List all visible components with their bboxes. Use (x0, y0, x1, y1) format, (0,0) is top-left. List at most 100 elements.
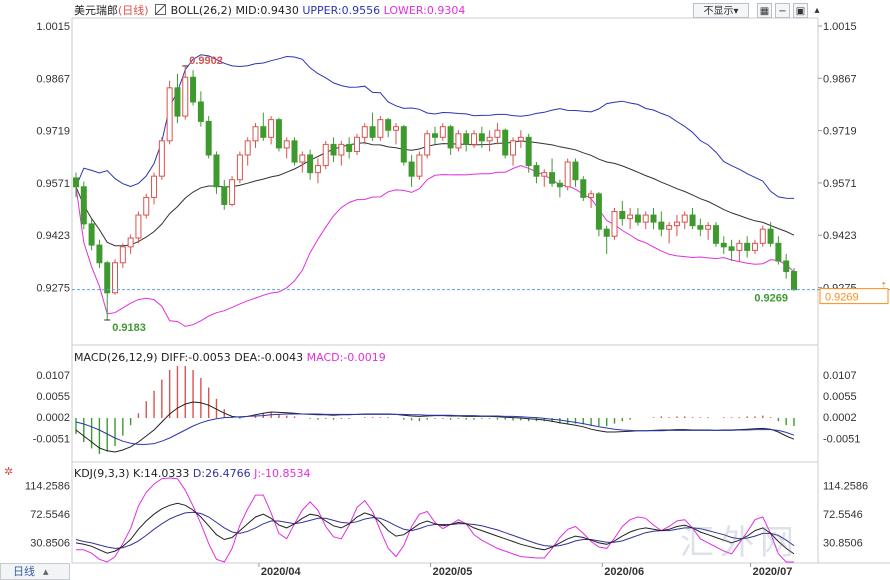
candle-body (190, 76, 197, 103)
annotations: 0.9269 ⇡ 0.9902 0.9183 0.9269 (72, 55, 890, 334)
macd-label: MACD(26,12,9) (74, 351, 158, 364)
kdj-j: J:-10.8534 (254, 467, 311, 480)
x-tick-label: 2020/04 (261, 566, 302, 578)
hide-dropdown[interactable]: 不显示▾ (693, 3, 749, 18)
kdj-tick-label-left: 114.2586 (25, 480, 70, 492)
period-tag[interactable]: (日线) (118, 4, 149, 17)
restore-icon[interactable]: ▣ (793, 3, 808, 18)
scroll-up-icon[interactable]: ▴ (814, 5, 820, 16)
candle-body (627, 214, 634, 220)
minus-icon[interactable]: − (775, 3, 790, 18)
candle-body (759, 228, 766, 244)
candle-body (650, 214, 657, 223)
boll-lower: LOWER:0.9304 (383, 4, 466, 17)
candle-body (556, 182, 563, 188)
candle-body (720, 242, 727, 248)
candle-body (213, 154, 220, 188)
candle-body (385, 119, 392, 131)
candle-body (283, 140, 290, 149)
boll-upper-line (75, 54, 795, 199)
candle-body (369, 126, 376, 138)
candle-body (268, 119, 275, 138)
candle-body (689, 214, 696, 227)
candle-body (392, 126, 399, 131)
candle-body (96, 244, 103, 264)
candle-body (486, 136, 493, 142)
candle-body (353, 136, 360, 152)
candle-body (197, 101, 204, 122)
candle-body (705, 225, 712, 230)
symbol-name: 美元瑞郎 (74, 4, 118, 17)
y-tick-label-left: 0.9867 (36, 73, 70, 85)
candle-body (88, 223, 95, 246)
candle-body (143, 196, 150, 216)
grid-view-icon[interactable]: ▦ (757, 3, 772, 18)
kdj-tick-label-left: 72.5546 (30, 509, 70, 521)
candle-body (728, 246, 735, 251)
boll-lower-line (75, 165, 795, 327)
watermark: 汇外网 (680, 515, 800, 564)
kdj-header: KDJ(9,3,3) K:14.0333 D:26.4766 J:-10.853… (74, 467, 311, 481)
hide-dropdown-label: 不显示 (703, 6, 734, 17)
y-tick-label-left: 1.0015 (36, 21, 70, 33)
candle-body (361, 126, 368, 138)
candle-body (158, 140, 165, 177)
candle-body (775, 242, 782, 262)
candle-body (603, 228, 610, 237)
candle-body (112, 262, 119, 294)
candle-body (119, 246, 126, 264)
candle-body (549, 172, 556, 184)
candle-body (510, 140, 517, 156)
candle-body (744, 242, 751, 251)
kdj-panel (75, 477, 795, 563)
candle-body (791, 271, 797, 291)
candle-body (494, 129, 501, 138)
y-tick-label-left: 0.9719 (36, 126, 70, 138)
candle-body (502, 129, 509, 156)
high-label: 0.9902 (189, 55, 223, 67)
candle-body (166, 87, 173, 142)
macd-diff-line (75, 401, 795, 453)
boll-mid: MID:0.9430 (235, 4, 299, 17)
macd-dea-line (75, 413, 795, 445)
candle-body (314, 165, 321, 174)
chevron-up-icon: ▴ (43, 565, 49, 578)
current-price-box (819, 288, 889, 305)
candle-body (377, 119, 384, 138)
candle-body (182, 76, 189, 117)
period-button[interactable]: 日线 ▴ (0, 563, 70, 580)
macd-tick-label-right: 0.0002 (823, 412, 857, 424)
macd-tick-label-right: 0.0107 (823, 370, 857, 382)
candle-body (174, 87, 181, 117)
candle-body (252, 126, 259, 142)
candle-body (80, 186, 87, 225)
macd-panel (75, 366, 795, 454)
candle-body (478, 133, 485, 142)
candle-body (447, 126, 454, 149)
candle-body (432, 133, 438, 138)
boll-label: BOLL(26,2) (170, 4, 232, 17)
candle-body (291, 140, 298, 163)
candle-body (783, 260, 790, 273)
candle-body (580, 179, 587, 198)
price-marker-icon: ⇡ (880, 282, 888, 292)
macd-diff: DIFF:-0.0053 (161, 351, 231, 364)
kdj-tick-label-right: 114.2586 (823, 480, 868, 492)
candle-body (307, 154, 314, 174)
y-tick-label-left: 0.9423 (36, 230, 70, 242)
candle-body (572, 161, 579, 181)
candle-body (525, 136, 532, 167)
x-tick-label: 2020/07 (753, 566, 793, 578)
boll-upper: UPPER:0.9556 (302, 4, 381, 17)
candle-body (767, 228, 774, 244)
candle-body (517, 136, 524, 142)
candle-body (595, 193, 602, 230)
candle-body (736, 242, 743, 251)
candle-body (221, 186, 228, 205)
settings-icon[interactable]: ✲ (4, 465, 14, 478)
candle-body (658, 221, 665, 230)
y-tick-label-right: 0.9867 (823, 73, 857, 85)
y-tick-label-right: 1.0015 (823, 21, 857, 33)
candle-body (681, 214, 688, 223)
